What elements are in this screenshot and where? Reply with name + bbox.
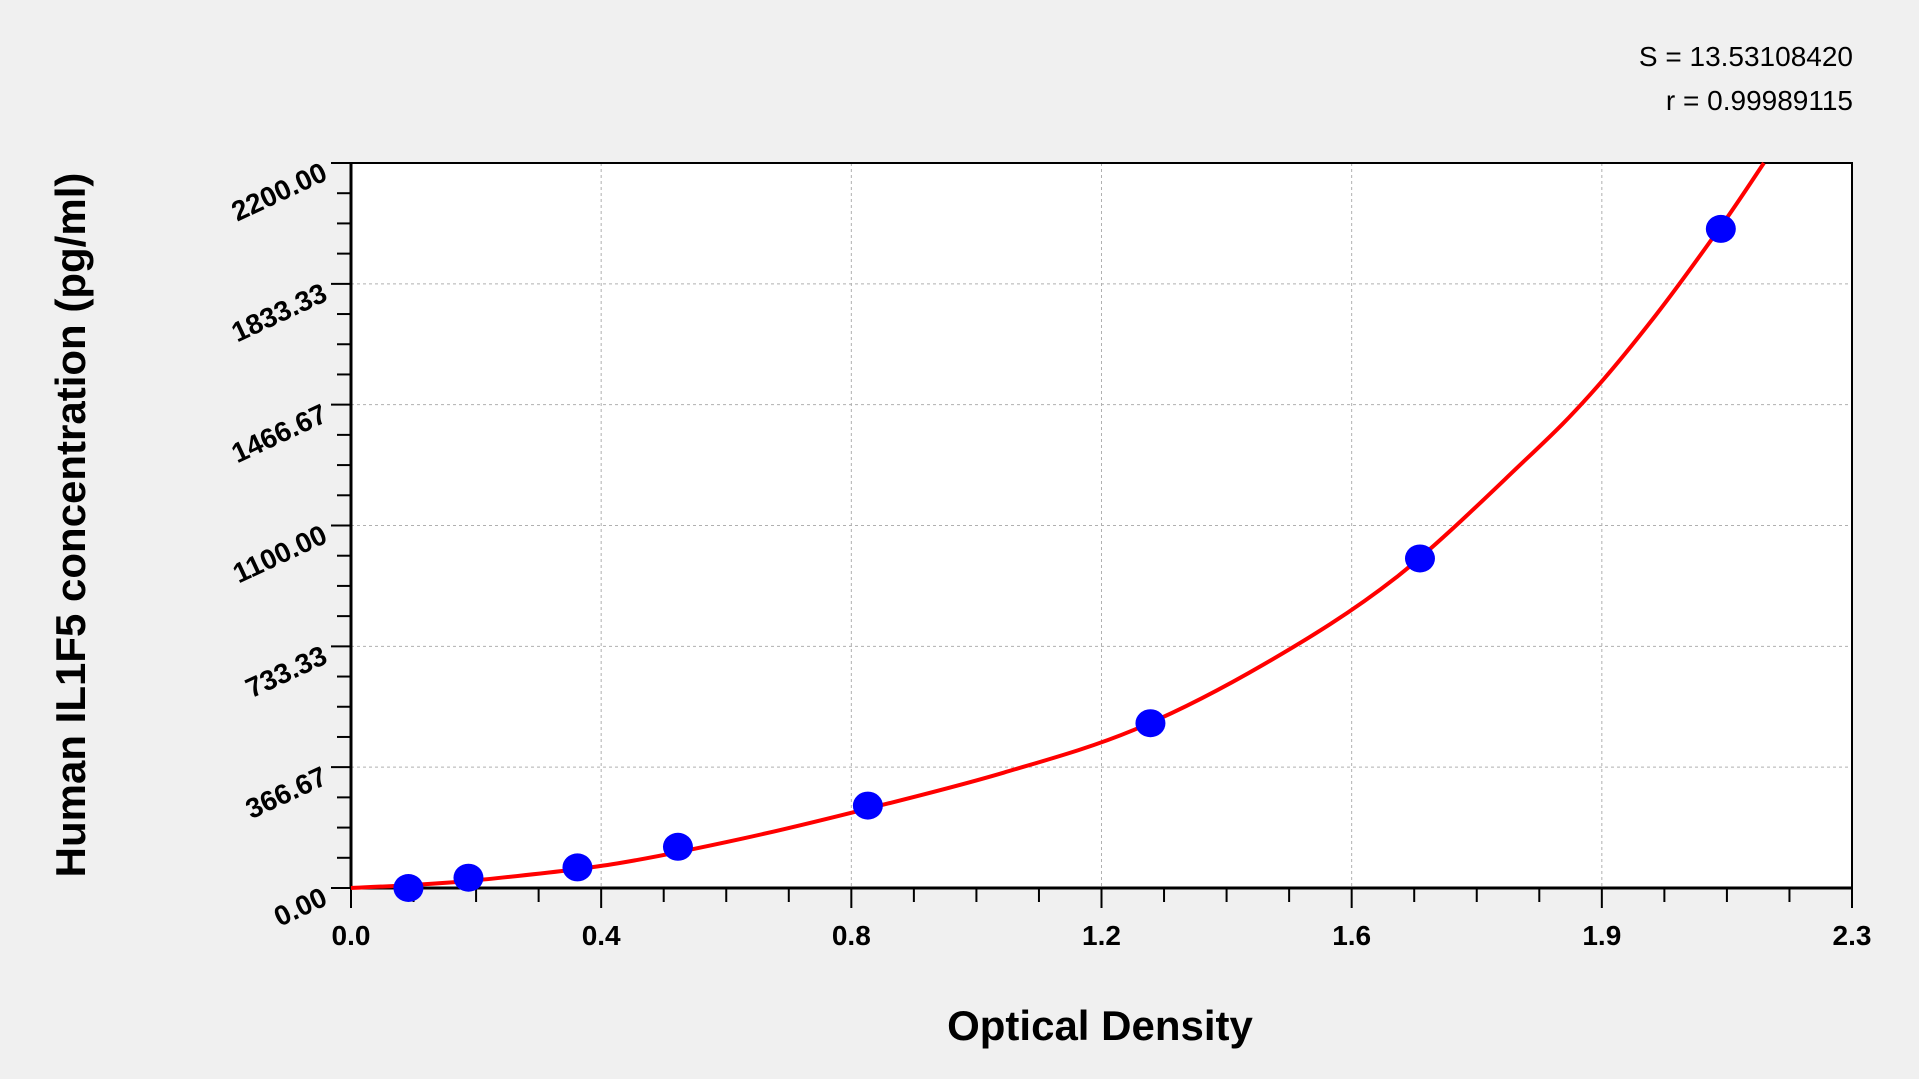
x-tick-label: 1.2 xyxy=(1082,920,1121,951)
x-tick-label: 1.6 xyxy=(1332,920,1371,951)
data-point xyxy=(393,874,424,902)
data-point xyxy=(1135,709,1166,738)
y-tick-label: 1100.00 xyxy=(228,519,331,589)
data-point xyxy=(453,863,484,892)
x-tick-label: 0.4 xyxy=(582,920,621,951)
grid xyxy=(351,163,1852,888)
x-axis-title: Optical Density xyxy=(947,1002,1253,1049)
axes xyxy=(331,162,1853,908)
y-tick-label: 1833.33 xyxy=(227,277,332,348)
y-tick-label: 2200.00 xyxy=(227,156,332,227)
y-tick-label: 733.33 xyxy=(241,640,332,704)
y-tick-label: 366.67 xyxy=(241,761,332,825)
annotation-r: r = 0.99989115 xyxy=(1666,85,1853,116)
y-tick-label: 1466.67 xyxy=(227,398,332,469)
x-tick-label: 0.8 xyxy=(832,920,871,951)
data-point xyxy=(1404,544,1435,573)
y-axis-title: Human IL1F5 concentration (pg/ml) xyxy=(47,173,94,878)
data-point xyxy=(1705,214,1736,243)
data-point xyxy=(662,832,693,861)
data-points xyxy=(393,214,1736,902)
annotation-s: S = 13.53108420 xyxy=(1639,41,1853,72)
x-tick-label: 2.3 xyxy=(1833,920,1872,951)
x-tick-label: 1.9 xyxy=(1582,920,1621,951)
data-point xyxy=(562,853,593,882)
data-point xyxy=(852,791,883,820)
x-tick-labels: 0.0 0.4 0.8 1.2 1.6 1.9 2.3 xyxy=(332,920,1872,951)
y-tick-label: 0.00 xyxy=(269,881,331,932)
x-tick-label: 0.0 xyxy=(332,920,371,951)
y-tick-labels: 0.00 366.67 733.33 1100.00 1466.67 1833.33 220… xyxy=(227,156,332,932)
